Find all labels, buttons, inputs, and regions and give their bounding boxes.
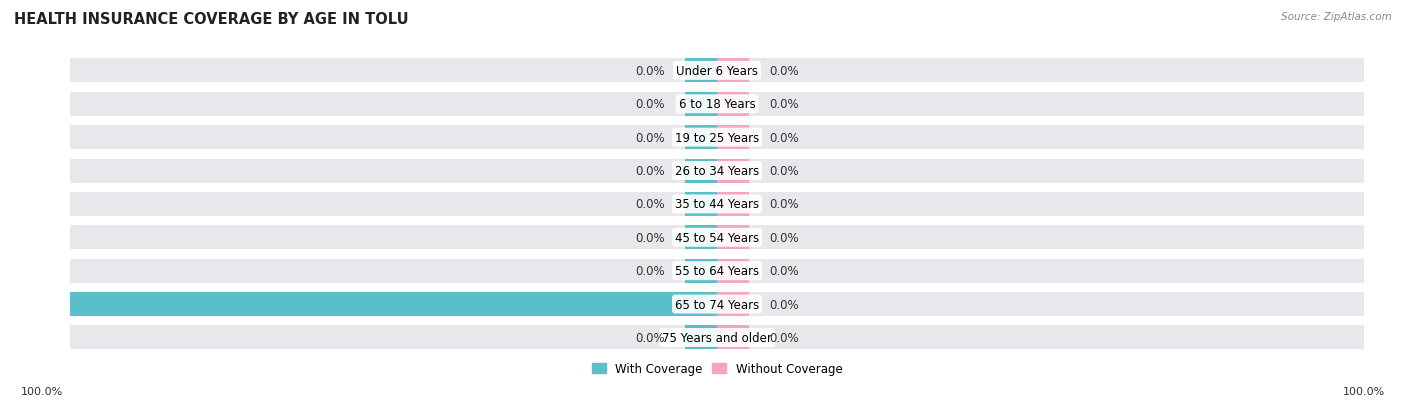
Text: 26 to 34 Years: 26 to 34 Years xyxy=(675,165,759,178)
Text: 0.0%: 0.0% xyxy=(769,65,799,78)
Text: 0.0%: 0.0% xyxy=(769,98,799,111)
Text: 0.0%: 0.0% xyxy=(769,198,799,211)
Bar xyxy=(70,326,1364,350)
Text: 0.0%: 0.0% xyxy=(636,331,665,344)
Bar xyxy=(685,326,717,350)
Text: 75 Years and older: 75 Years and older xyxy=(662,331,772,344)
Bar xyxy=(685,192,717,216)
Text: 0.0%: 0.0% xyxy=(769,265,799,278)
Bar xyxy=(70,59,1364,83)
Text: 0.0%: 0.0% xyxy=(636,131,665,144)
Text: 65 to 74 Years: 65 to 74 Years xyxy=(675,298,759,311)
Bar xyxy=(685,59,717,83)
Bar xyxy=(70,259,1364,283)
Bar xyxy=(717,326,749,350)
Text: 0.0%: 0.0% xyxy=(636,265,665,278)
Bar xyxy=(717,192,749,216)
Bar xyxy=(70,126,1364,150)
Text: 0.0%: 0.0% xyxy=(636,165,665,178)
Text: 0.0%: 0.0% xyxy=(769,131,799,144)
Bar xyxy=(717,59,749,83)
Bar xyxy=(70,292,1364,316)
Bar xyxy=(70,93,1364,116)
Bar xyxy=(685,159,717,183)
Text: 0.0%: 0.0% xyxy=(769,231,799,244)
Bar xyxy=(717,126,749,150)
Text: 0.0%: 0.0% xyxy=(769,298,799,311)
Text: 6 to 18 Years: 6 to 18 Years xyxy=(679,98,755,111)
Text: 0.0%: 0.0% xyxy=(636,98,665,111)
Legend: With Coverage, Without Coverage: With Coverage, Without Coverage xyxy=(586,357,848,380)
Text: 0.0%: 0.0% xyxy=(769,165,799,178)
Bar xyxy=(717,93,749,116)
Text: 0.0%: 0.0% xyxy=(636,198,665,211)
Text: HEALTH INSURANCE COVERAGE BY AGE IN TOLU: HEALTH INSURANCE COVERAGE BY AGE IN TOLU xyxy=(14,12,409,27)
Text: Source: ZipAtlas.com: Source: ZipAtlas.com xyxy=(1281,12,1392,22)
Bar xyxy=(685,226,717,250)
Text: 19 to 25 Years: 19 to 25 Years xyxy=(675,131,759,144)
Text: 100.0%: 100.0% xyxy=(21,387,63,396)
Text: 45 to 54 Years: 45 to 54 Years xyxy=(675,231,759,244)
Bar xyxy=(717,259,749,283)
Text: 0.0%: 0.0% xyxy=(636,231,665,244)
Bar xyxy=(70,192,1364,216)
Bar xyxy=(70,292,717,316)
Bar xyxy=(685,93,717,116)
Bar xyxy=(717,159,749,183)
Text: 35 to 44 Years: 35 to 44 Years xyxy=(675,198,759,211)
Text: 0.0%: 0.0% xyxy=(769,331,799,344)
Text: 100.0%: 100.0% xyxy=(1343,387,1385,396)
Bar xyxy=(685,292,717,316)
Bar xyxy=(70,159,1364,183)
Bar xyxy=(717,226,749,250)
Bar xyxy=(717,292,749,316)
Bar xyxy=(70,226,1364,250)
Text: 100.0%: 100.0% xyxy=(11,298,60,311)
Text: 0.0%: 0.0% xyxy=(636,65,665,78)
Bar xyxy=(685,259,717,283)
Text: Under 6 Years: Under 6 Years xyxy=(676,65,758,78)
Bar xyxy=(685,126,717,150)
Text: 55 to 64 Years: 55 to 64 Years xyxy=(675,265,759,278)
